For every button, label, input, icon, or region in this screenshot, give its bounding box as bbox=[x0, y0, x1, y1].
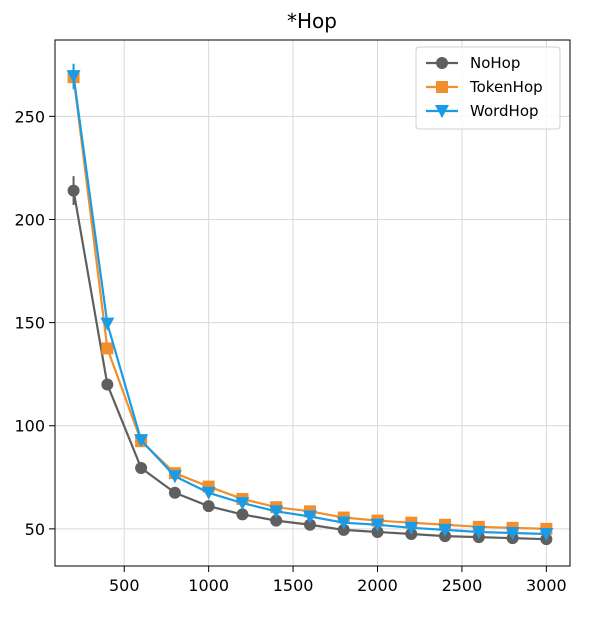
axis-ticks: 500 1000 1500 2000 2500 3000 50 100 150 200 250 bbox=[14, 107, 566, 595]
chart-title: *Hop bbox=[287, 9, 337, 33]
series-line bbox=[72, 190, 547, 541]
data-point bbox=[168, 486, 181, 499]
x-tick-label: 3000 bbox=[526, 576, 567, 595]
x-tick-label: 500 bbox=[109, 576, 140, 595]
data-point bbox=[202, 500, 215, 513]
legend-marker bbox=[436, 57, 448, 69]
data-point bbox=[270, 514, 283, 527]
legend-marker bbox=[436, 81, 448, 93]
y-tick-label: 150 bbox=[14, 314, 45, 333]
data-point bbox=[336, 516, 351, 530]
x-tick-label: 1500 bbox=[273, 576, 314, 595]
data-point bbox=[101, 342, 114, 355]
y-tick-label: 50 bbox=[25, 520, 45, 539]
series-layer bbox=[66, 63, 554, 546]
y-tick-label: 250 bbox=[14, 107, 45, 126]
data-point bbox=[539, 528, 554, 542]
data-point bbox=[235, 497, 250, 511]
data-point bbox=[167, 470, 182, 484]
series-line bbox=[72, 76, 547, 530]
legend-label: TokenHop bbox=[469, 78, 543, 96]
series-nohop bbox=[67, 176, 553, 546]
data-point bbox=[303, 518, 316, 531]
legend-label: WordHop bbox=[470, 102, 539, 120]
data-point bbox=[269, 505, 284, 519]
data-point bbox=[337, 523, 350, 536]
data-point bbox=[236, 508, 249, 521]
y-tick-label: 200 bbox=[14, 210, 45, 229]
legend-entry-tokenhop: TokenHop bbox=[426, 78, 543, 96]
legend-marker bbox=[435, 105, 449, 118]
data-point bbox=[201, 486, 216, 500]
data-point bbox=[471, 525, 486, 539]
data-point bbox=[438, 523, 453, 537]
data-point bbox=[100, 317, 115, 331]
data-point bbox=[370, 518, 385, 532]
data-point bbox=[67, 184, 80, 197]
data-point bbox=[135, 462, 148, 475]
legend-label: NoHop bbox=[470, 54, 520, 72]
axes-frame bbox=[54, 39, 571, 567]
data-point bbox=[101, 378, 114, 391]
series-wordhop bbox=[66, 63, 554, 542]
legend: NoHop TokenHop WordHop bbox=[415, 46, 561, 130]
data-point bbox=[371, 525, 384, 538]
x-tick-label: 2000 bbox=[357, 576, 398, 595]
data-point bbox=[302, 510, 317, 524]
legend-box bbox=[415, 46, 561, 130]
x-tick-label: 2500 bbox=[442, 576, 483, 595]
legend-entry-nohop: NoHop bbox=[426, 54, 520, 72]
data-point bbox=[66, 70, 81, 84]
data-point bbox=[134, 434, 149, 448]
data-point bbox=[404, 521, 419, 535]
legend-entry-wordhop: WordHop bbox=[426, 102, 539, 120]
y-tick-label: 100 bbox=[14, 417, 45, 436]
x-tick-label: 1000 bbox=[188, 576, 229, 595]
data-point bbox=[505, 526, 520, 540]
